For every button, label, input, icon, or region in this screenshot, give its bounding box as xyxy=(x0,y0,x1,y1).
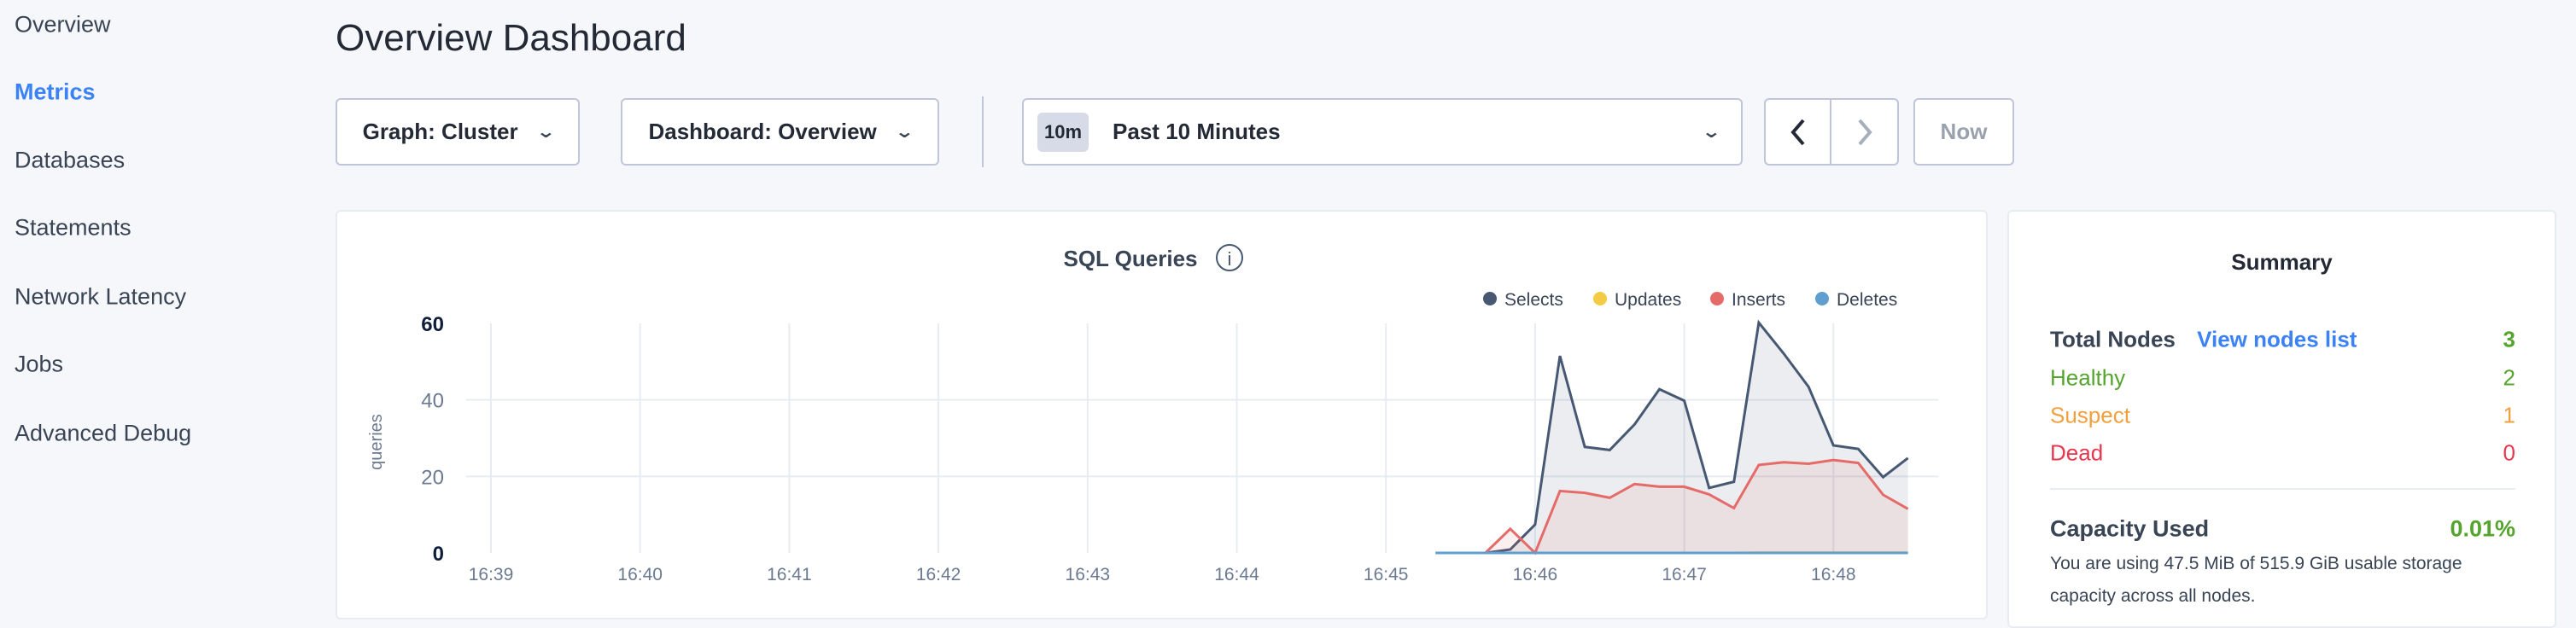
x-tick-label: 16:46 xyxy=(1513,565,1558,584)
x-tick-label: 16:44 xyxy=(1214,565,1259,584)
suspect-label: Suspect xyxy=(2050,403,2130,429)
healthy-value: 2 xyxy=(2503,365,2515,392)
legend-dot-inserts xyxy=(1710,292,1724,305)
y-tick-label: 40 xyxy=(421,390,444,413)
view-nodes-list-link[interactable]: View nodes list xyxy=(2197,327,2357,352)
total-nodes-value: 3 xyxy=(2503,327,2515,353)
dead-label: Dead xyxy=(2050,440,2103,467)
summary-divider xyxy=(2050,488,2515,490)
x-tick-label: 16:41 xyxy=(767,565,812,584)
legend-label-deletes: Deletes xyxy=(1837,290,1897,310)
legend-dot-deletes xyxy=(1815,292,1829,305)
x-tick-label: 16:47 xyxy=(1662,565,1707,584)
info-icon-glyph: i xyxy=(1228,248,1232,270)
x-tick-label: 16:42 xyxy=(916,565,961,584)
y-tick-label: 60 xyxy=(421,313,444,336)
dead-value: 0 xyxy=(2503,440,2515,467)
y-tick-label: 0 xyxy=(433,543,444,566)
summary-title: Summary xyxy=(2009,249,2555,276)
legend-label-inserts: Inserts xyxy=(1732,290,1785,310)
x-tick-label: 16:43 xyxy=(1066,565,1111,584)
total-nodes-label: Total Nodes xyxy=(2050,327,2176,352)
x-tick-label: 16:45 xyxy=(1364,565,1409,584)
capacity-description: You are using 47.5 MiB of 515.9 GiB usab… xyxy=(2050,548,2511,613)
x-tick-label: 16:39 xyxy=(469,565,514,584)
legend-label-selects: Selects xyxy=(1504,290,1563,310)
chart-title: SQL Queries xyxy=(1063,246,1197,271)
capacity-used-value: 0.01% xyxy=(2450,516,2515,543)
healthy-label: Healthy xyxy=(2050,365,2125,392)
legend-label-updates: Updates xyxy=(1615,290,1681,310)
suspect-value: 1 xyxy=(2503,403,2515,429)
legend-dot-selects xyxy=(1483,292,1497,305)
x-tick-label: 16:48 xyxy=(1811,565,1856,584)
x-tick-label: 16:40 xyxy=(617,565,663,584)
y-axis-label: queries xyxy=(367,414,386,470)
summary-card: Summary Total Nodes View nodes list 3 He… xyxy=(2007,210,2556,628)
capacity-used-label: Capacity Used xyxy=(2050,516,2209,543)
y-tick-label: 20 xyxy=(421,466,444,489)
legend-dot-updates xyxy=(1593,292,1607,305)
